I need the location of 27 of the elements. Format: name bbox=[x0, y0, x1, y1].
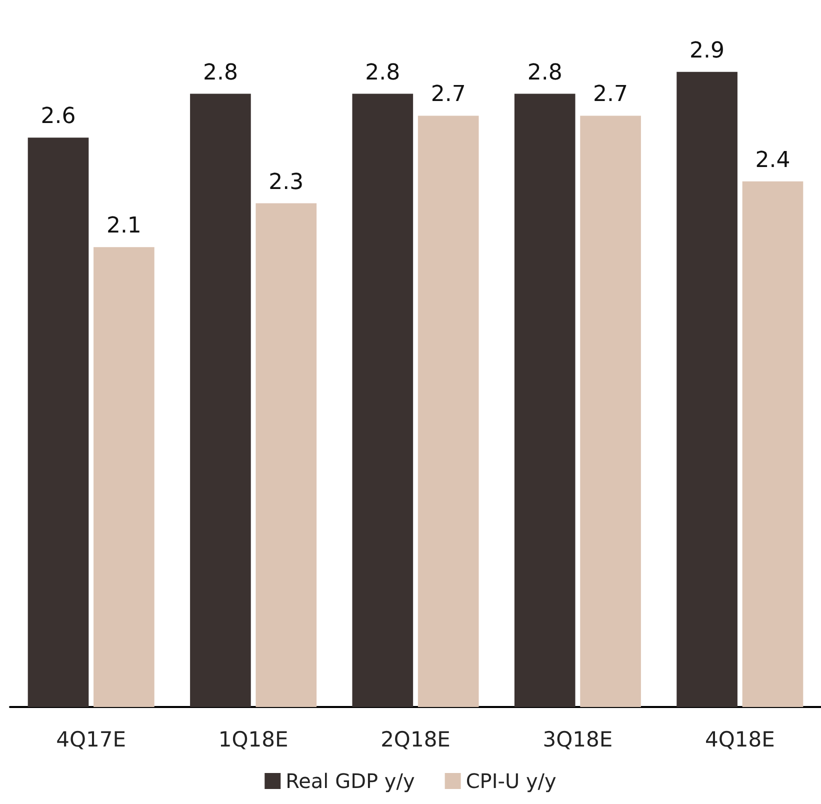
x-tick-label: 2Q18E bbox=[380, 728, 450, 752]
bar bbox=[28, 138, 89, 707]
data-label: 2.1 bbox=[106, 214, 142, 239]
bar bbox=[190, 94, 251, 707]
data-label: 2.7 bbox=[430, 82, 466, 108]
legend-label: CPI-U y/y bbox=[466, 769, 557, 793]
bar bbox=[352, 94, 414, 707]
x-tick-label: 4Q17E bbox=[56, 728, 126, 752]
data-label: 2.7 bbox=[593, 82, 628, 108]
x-tick-label: 4Q18E bbox=[704, 728, 775, 752]
data-label: 2.3 bbox=[268, 170, 304, 195]
bar bbox=[742, 181, 804, 707]
bar bbox=[580, 116, 641, 707]
bar bbox=[676, 72, 738, 707]
data-label: 2.8 bbox=[527, 60, 562, 86]
bar bbox=[514, 94, 576, 707]
x-tick-label: 3Q18E bbox=[542, 728, 613, 752]
data-label: 2.8 bbox=[365, 60, 400, 86]
bar bbox=[94, 247, 154, 707]
x-tick-label: 1Q18E bbox=[218, 728, 288, 752]
legend-label: Real GDP y/y bbox=[286, 769, 415, 793]
data-label: 2.6 bbox=[40, 104, 76, 130]
data-label: 2.9 bbox=[690, 38, 725, 64]
data-label: 2.8 bbox=[202, 60, 238, 86]
data-label: 2.4 bbox=[755, 148, 790, 173]
bar bbox=[418, 116, 479, 707]
bar bbox=[256, 203, 317, 707]
